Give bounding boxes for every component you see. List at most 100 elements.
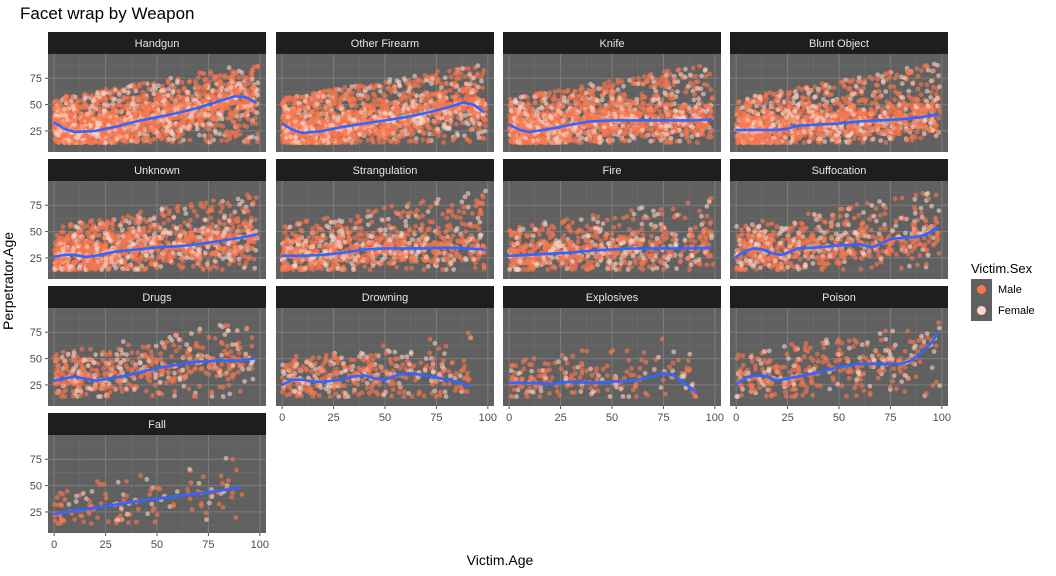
data-point: [421, 98, 427, 104]
data-point: [220, 82, 226, 87]
data-point: [159, 83, 165, 89]
data-point: [544, 106, 550, 112]
data-point: [302, 98, 308, 104]
data-point: [244, 82, 250, 87]
data-point: [255, 80, 261, 86]
data-point: [640, 101, 646, 107]
data-point: [415, 78, 421, 84]
data-point: [386, 80, 392, 85]
data-point: [130, 100, 136, 105]
data-point: [82, 115, 87, 121]
data-point: [181, 124, 187, 130]
data-point: [676, 67, 682, 72]
data-point: [103, 96, 109, 102]
data-point: [480, 101, 486, 106]
data-point: [696, 96, 701, 102]
data-point: [311, 134, 317, 140]
data-point: [467, 139, 473, 144]
data-point: [397, 92, 402, 98]
data-point: [237, 117, 243, 122]
data-point: [324, 98, 330, 104]
data-point: [358, 96, 363, 101]
data-point: [237, 81, 242, 86]
data-point: [677, 138, 683, 144]
data-point: [338, 98, 343, 103]
data-point: [464, 89, 470, 95]
data-point: [229, 130, 234, 135]
data-point: [64, 131, 69, 137]
data-point: [407, 117, 413, 123]
data-point: [181, 86, 187, 92]
data-point: [65, 117, 70, 123]
data-point: [371, 91, 376, 97]
data-point: [200, 98, 205, 104]
data-point: [357, 138, 363, 144]
data-point: [609, 96, 615, 102]
data-point: [292, 119, 298, 124]
data-point: [255, 139, 260, 144]
data-point: [403, 102, 408, 108]
data-point: [151, 83, 157, 89]
data-point: [223, 87, 229, 93]
data-point: [103, 87, 109, 92]
data-point: [347, 111, 353, 116]
data-point: [303, 106, 308, 111]
data-point: [383, 127, 389, 133]
data-point: [78, 140, 83, 145]
data-point: [399, 130, 405, 135]
data-point: [339, 88, 345, 94]
data-point: [619, 79, 625, 84]
data-point: [408, 127, 413, 133]
data-point: [381, 139, 386, 145]
data-point: [477, 126, 482, 132]
data-point: [253, 115, 258, 121]
data-point: [453, 109, 458, 115]
data-point: [232, 134, 238, 139]
data-point: [217, 93, 222, 99]
data-point: [112, 106, 118, 111]
data-point: [694, 140, 700, 145]
data-point: [216, 112, 222, 117]
data-point: [414, 93, 420, 99]
data-point: [202, 133, 207, 139]
data-point: [72, 118, 78, 123]
data-point: [110, 101, 116, 107]
data-point: [239, 113, 244, 118]
data-point: [97, 94, 103, 100]
data-point: [293, 135, 299, 140]
data-point: [335, 117, 341, 123]
data-point: [318, 105, 323, 111]
data-point: [446, 125, 452, 131]
data-point: [134, 114, 140, 120]
data-point: [433, 92, 439, 98]
data-point: [327, 115, 332, 121]
data-point: [223, 130, 229, 136]
data-point: [327, 122, 333, 128]
data-point: [137, 131, 143, 137]
data-point: [116, 132, 122, 138]
data-point: [152, 118, 158, 124]
data-point: [255, 131, 261, 137]
data-point: [63, 139, 68, 145]
data-point: [255, 63, 261, 69]
data-point: [436, 114, 442, 119]
data-point: [678, 71, 684, 77]
data-point: [193, 79, 198, 84]
data-point: [63, 113, 69, 119]
data-point: [699, 73, 704, 79]
data-point: [358, 110, 364, 115]
data-point: [363, 93, 368, 98]
data-point: [114, 136, 120, 142]
data-point: [178, 105, 184, 111]
data-point: [174, 127, 179, 133]
y-tick-label: 50: [30, 100, 42, 112]
data-point: [116, 109, 122, 114]
data-point: [250, 84, 256, 89]
data-point: [253, 121, 259, 126]
data-point: [664, 132, 670, 137]
data-point: [152, 96, 158, 102]
data-point: [187, 79, 193, 84]
data-point: [223, 91, 229, 97]
data-point: [679, 132, 685, 138]
data-point: [188, 93, 194, 99]
